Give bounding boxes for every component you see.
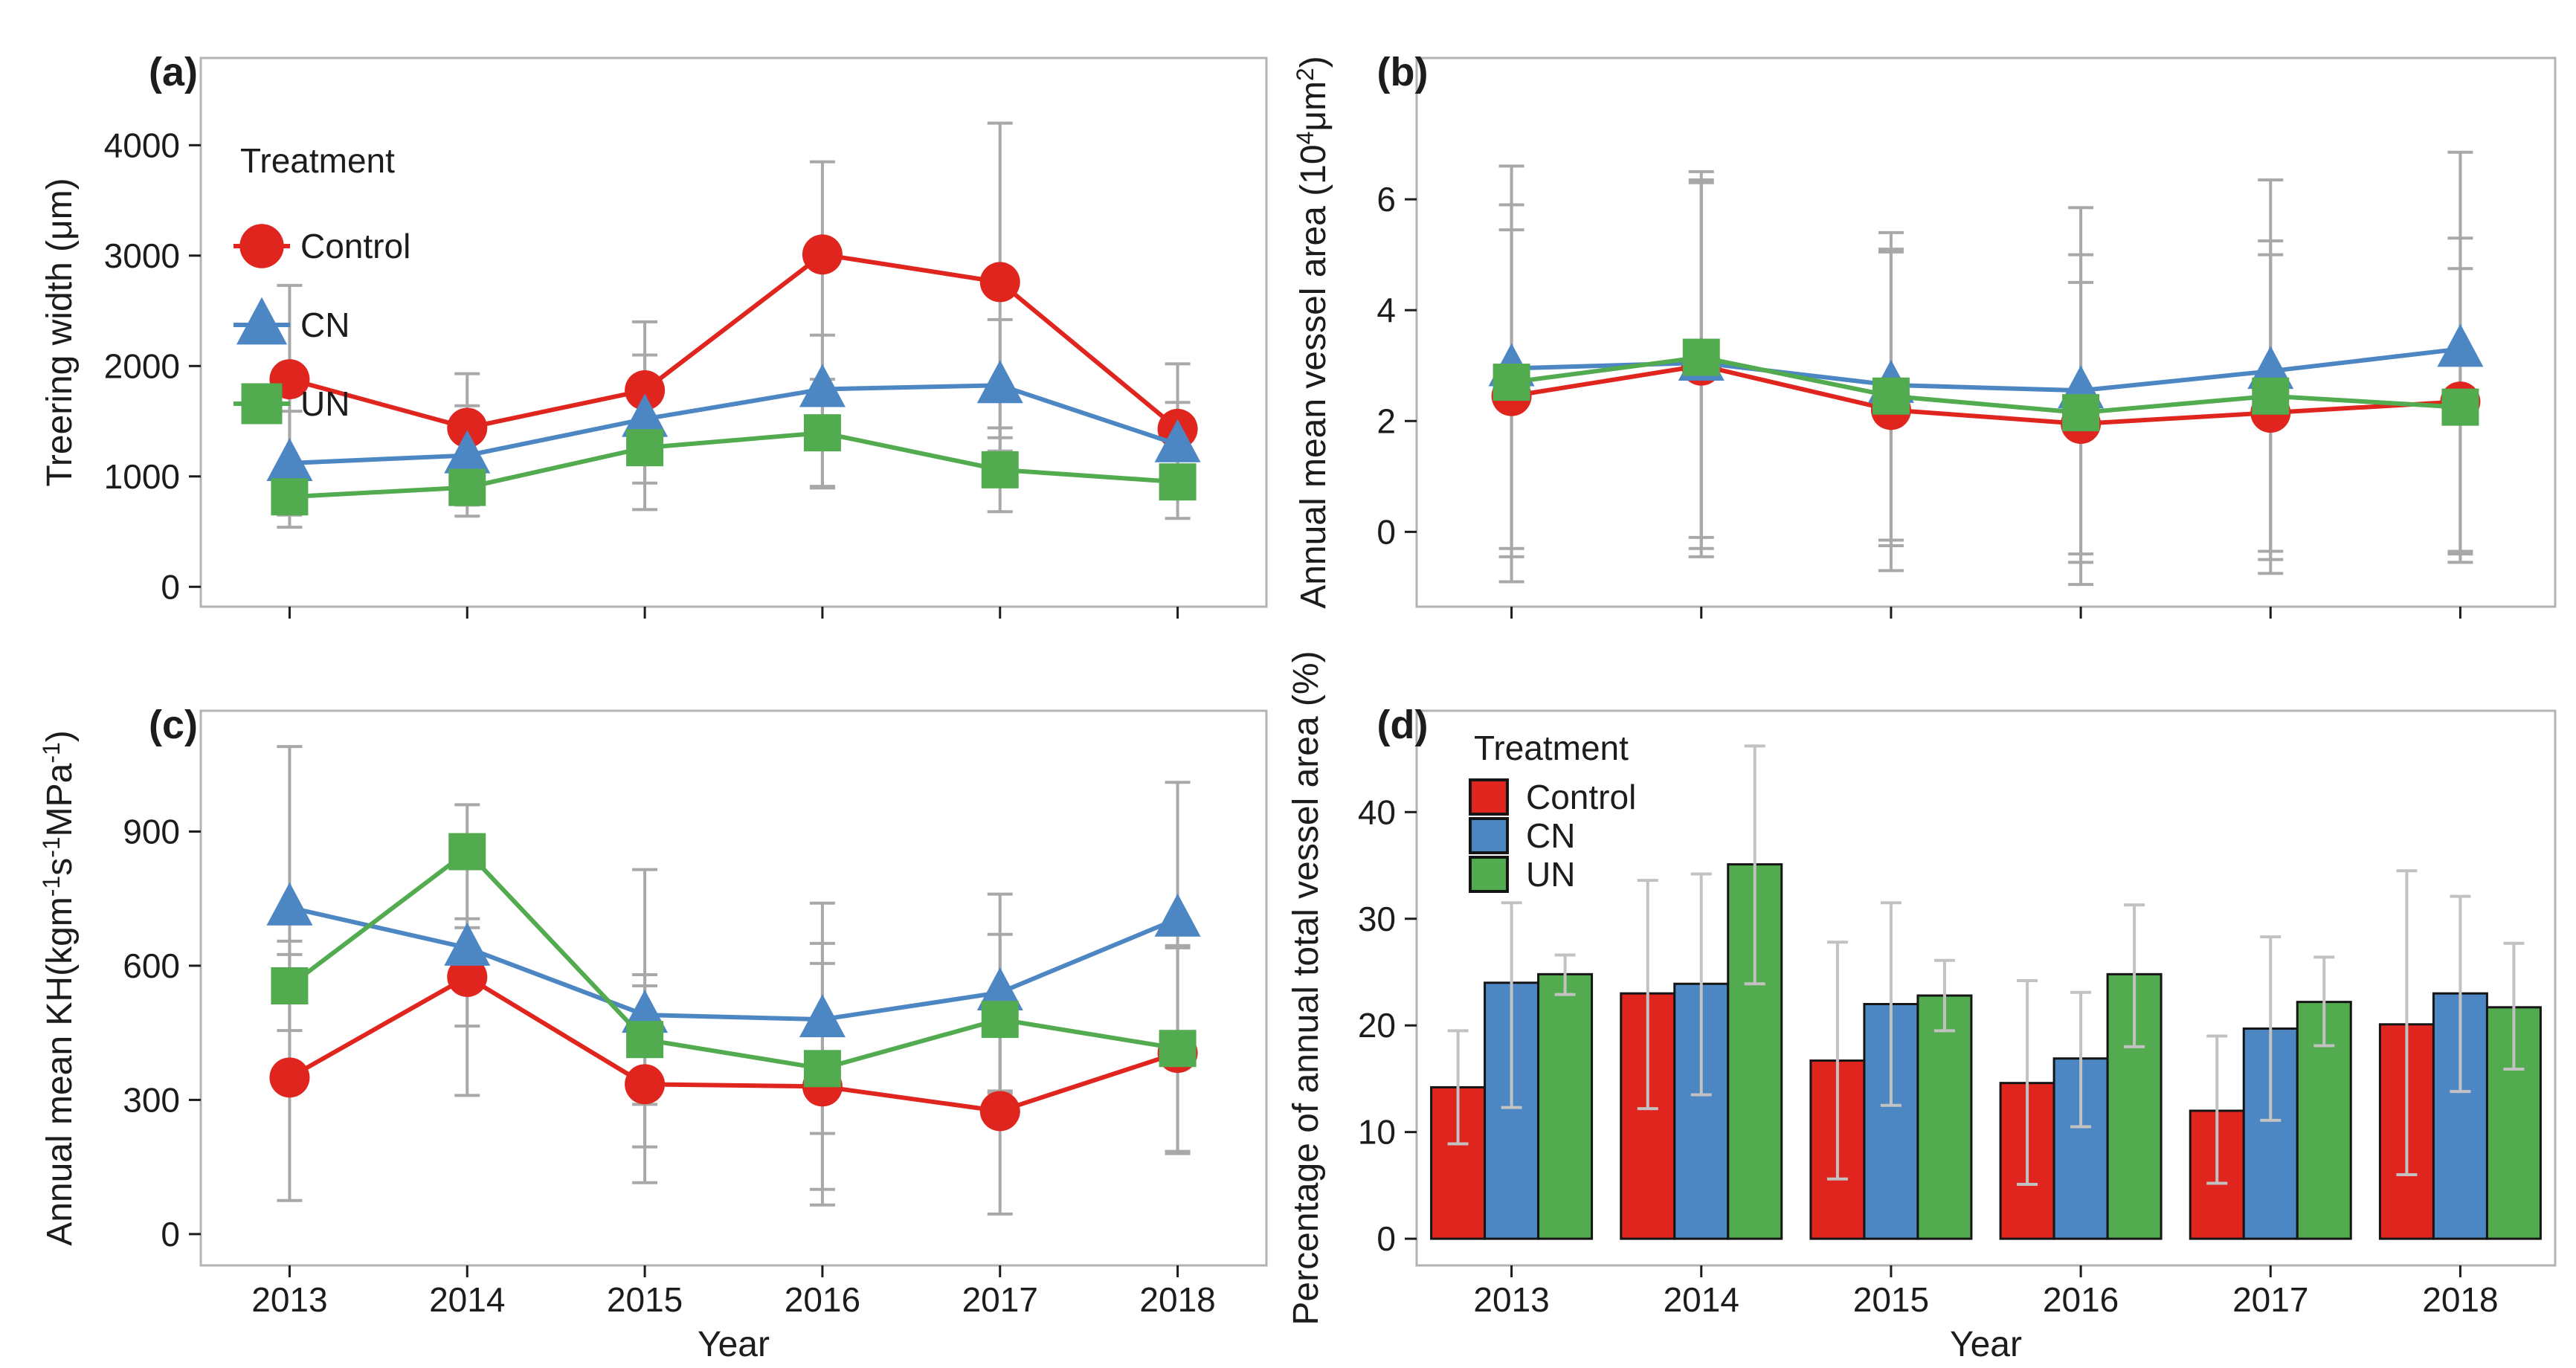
x-axis (1510, 607, 2461, 619)
panel-tag: (c) (149, 703, 198, 747)
legend-swatch (1469, 817, 1509, 854)
y-tick-label: 900 (123, 812, 180, 851)
legend-swatch (1469, 778, 1509, 816)
error-bars (1447, 744, 2525, 1186)
x-axis: 2013 2014 2015 2016 2017 2018 Year (1473, 1265, 2499, 1364)
series-line (1511, 346, 2461, 393)
legend-label: UN (300, 384, 350, 423)
panel-tag: (d) (1377, 703, 1429, 747)
y-axis: 0 300 600 900 (123, 812, 201, 1254)
x-axis-title: Year (1950, 1325, 2022, 1364)
x-axis: 2013 2014 2015 2016 2017 2018 Year (251, 1265, 1216, 1364)
series-control (269, 956, 1198, 1132)
x-tick-label: 2017 (962, 1280, 1038, 1319)
x-tick-label: 2015 (607, 1280, 683, 1319)
y-tick-label: 0 (1376, 1219, 1396, 1258)
series-line (1511, 355, 2461, 416)
series-line (288, 848, 1179, 1071)
bar (1537, 972, 1594, 1240)
panel-border (1415, 57, 2557, 608)
y-axis-title: Annual mean KH(kgm-1s-1MPa-1) (38, 730, 80, 1246)
series-line (289, 252, 1179, 431)
x-tick-label: 2014 (1664, 1280, 1739, 1319)
y-axis: 0 2 4 6 (1376, 180, 1417, 551)
legend-title: Treatment (1474, 729, 1629, 767)
y-tick-label: 0 (161, 567, 180, 606)
series-line (289, 430, 1178, 500)
y-axis-title: Percentage of annual total vessel area (… (1287, 651, 1326, 1325)
legend-title: Treatment (240, 141, 395, 180)
series-un (271, 833, 1197, 1088)
series-un (1493, 338, 2479, 432)
y-tick-label: 3000 (104, 236, 180, 275)
x-tick-label: 2014 (429, 1280, 505, 1319)
series-un (271, 414, 1197, 516)
legend-label: CN (1526, 816, 1575, 855)
y-axis: 0 1000 2000 3000 4000 (104, 126, 201, 606)
error-bars (1498, 150, 2473, 587)
panel-border (199, 709, 1268, 1267)
series-control (269, 234, 1198, 449)
legend-label: Control (300, 227, 410, 265)
series-line (1511, 363, 2461, 427)
y-axis-title: Annual mean vessel area (104μm2) (1292, 56, 1333, 609)
y-tick-label: 300 (123, 1080, 180, 1119)
panel-d: 0 10 20 30 40 2013 2014 2015 2016 2017 2018 Year Per… (1287, 651, 2557, 1364)
x-tick-label: 2018 (1139, 1280, 1215, 1319)
x-axis (288, 607, 1179, 619)
y-tick-label: 40 (1358, 793, 1396, 831)
y-axis-title: Treering width (μm) (40, 178, 80, 486)
panel-border (1415, 709, 2557, 1267)
panel-border (199, 57, 1268, 608)
series-line (289, 383, 1179, 465)
y-tick-label: 1000 (104, 457, 180, 496)
x-tick-label: 2013 (1473, 1280, 1549, 1319)
x-tick-label: 2015 (1853, 1280, 1929, 1319)
series-control (1491, 345, 2481, 444)
series-cn (266, 360, 1201, 481)
panel-tag: (a) (149, 50, 198, 94)
y-tick-label: 10 (1358, 1113, 1396, 1152)
legend-label: CN (300, 306, 350, 344)
y-tick-label: 600 (123, 946, 180, 985)
y-tick-label: 4000 (104, 126, 180, 164)
panel-tag: (b) (1377, 50, 1429, 94)
panel-a: 0 1000 2000 3000 4000 Treering width (μm) (a) T… (40, 50, 1268, 619)
series-line (289, 905, 1179, 1022)
error-bars (277, 745, 1191, 1216)
y-tick-label: 0 (1376, 512, 1396, 551)
legend: Treatment Control CN UN (234, 141, 410, 425)
x-axis-title: Year (698, 1325, 770, 1364)
legend-label: Control (1526, 778, 1636, 816)
y-tick-label: 6 (1376, 180, 1396, 219)
x-tick-label: 2016 (2043, 1280, 2119, 1319)
y-tick-label: 30 (1358, 900, 1396, 938)
x-tick-label: 2016 (785, 1280, 860, 1319)
series-cn (266, 882, 1201, 1038)
y-tick-label: 4 (1376, 291, 1396, 329)
y-tick-label: 2 (1376, 401, 1396, 440)
legend-swatch (1469, 856, 1509, 893)
x-tick-label: 2013 (251, 1280, 327, 1319)
series-line (288, 974, 1179, 1114)
panel-c: 0 300 600 900 2013 2014 2015 2016 2017 2018 Year An… (38, 703, 1268, 1364)
y-tick-label: 20 (1358, 1006, 1396, 1045)
panel-b: 0 2 4 6 Annual mean vessel area (104μm2) (b) (1292, 50, 2557, 619)
y-tick-label: 0 (161, 1215, 180, 1254)
y-axis: 0 10 20 30 40 (1358, 793, 1417, 1258)
x-tick-label: 2017 (2232, 1280, 2308, 1319)
y-tick-label: 2000 (104, 346, 180, 385)
x-tick-label: 2018 (2422, 1280, 2498, 1319)
legend-label: UN (1526, 855, 1575, 894)
